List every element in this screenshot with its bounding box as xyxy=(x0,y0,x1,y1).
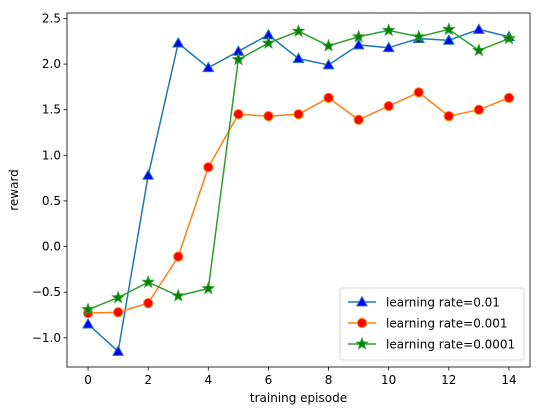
data-point xyxy=(233,109,244,120)
data-point xyxy=(112,345,125,356)
data-point xyxy=(472,23,485,34)
legend-label: learning rate=0.0001 xyxy=(386,338,515,352)
data-point xyxy=(411,29,426,43)
y-tick-label: 1.5 xyxy=(42,103,61,117)
y-axis-label: reward xyxy=(7,169,21,211)
data-point xyxy=(383,100,394,112)
y-tick-label: 0.0 xyxy=(42,240,61,254)
y-tick-label: −0.5 xyxy=(32,285,61,299)
data-point xyxy=(381,23,396,37)
data-point xyxy=(442,34,455,45)
data-point xyxy=(382,41,395,53)
y-tick-label: 2.5 xyxy=(42,11,61,25)
legend-item: learning rate=0.01 xyxy=(348,296,500,310)
legend-marker xyxy=(356,317,368,329)
legend: learning rate=0.01 learning rate=0.001 lea… xyxy=(339,287,525,361)
x-tick-label: 8 xyxy=(325,373,333,387)
data-point xyxy=(502,31,516,45)
x-tick-label: 12 xyxy=(441,373,456,387)
x-tick-label: 2 xyxy=(144,373,152,387)
plot-frame xyxy=(66,12,531,368)
x-tick-label: 0 xyxy=(84,373,92,387)
data-point xyxy=(201,281,216,295)
data-point xyxy=(81,317,95,329)
data-point xyxy=(472,43,486,57)
data-point xyxy=(351,29,366,43)
legend-label: learning rate=0.01 xyxy=(386,296,500,310)
x-tick-label: 6 xyxy=(265,373,273,387)
data-point xyxy=(173,251,184,262)
series-2 xyxy=(82,87,515,319)
y-tick-label: 0.5 xyxy=(42,194,61,208)
data-point xyxy=(81,302,95,316)
data-point xyxy=(352,38,365,50)
data-point xyxy=(292,52,305,64)
data-point xyxy=(261,35,276,49)
x-axis: 0 2 4 6 8 10 12 14 xyxy=(84,367,517,387)
legend-item: learning rate=0.0001 xyxy=(348,336,515,352)
data-point xyxy=(321,38,336,52)
y-axis: −1.0 −0.5 0.0 0.5 1.0 1.5 2.0 2.5 xyxy=(32,11,67,345)
legend-marker xyxy=(355,336,369,350)
data-point xyxy=(231,52,246,66)
data-point xyxy=(141,274,156,288)
data-point xyxy=(353,114,364,125)
y-tick-label: 2.0 xyxy=(42,57,61,71)
data-point xyxy=(473,104,484,115)
legend-box xyxy=(339,287,525,361)
data-point xyxy=(323,92,334,103)
plot-area xyxy=(81,22,516,356)
data-point xyxy=(263,110,274,122)
x-axis-label: training episode xyxy=(250,391,347,405)
data-point xyxy=(503,92,515,103)
y-tick-label: −1.0 xyxy=(32,331,61,345)
x-tick-label: 10 xyxy=(381,373,396,387)
data-point xyxy=(172,36,185,48)
data-point xyxy=(293,109,304,120)
series-3 xyxy=(81,22,516,316)
data-point xyxy=(202,61,215,73)
data-point xyxy=(441,22,456,36)
data-point xyxy=(203,162,214,173)
data-point xyxy=(113,307,124,318)
legend-label: learning rate=0.001 xyxy=(386,317,508,331)
data-point xyxy=(143,298,154,309)
data-point xyxy=(111,290,125,304)
data-point xyxy=(171,288,186,302)
x-tick-label: 4 xyxy=(204,373,212,387)
data-point xyxy=(443,110,454,122)
data-point xyxy=(413,87,424,98)
legend-marker xyxy=(355,295,369,307)
y-tick-label: 1.0 xyxy=(42,148,61,162)
data-point xyxy=(142,169,155,180)
legend-item: learning rate=0.001 xyxy=(348,317,508,331)
x-tick-label: 14 xyxy=(501,373,516,387)
series-line xyxy=(87,28,510,311)
data-point xyxy=(322,58,335,70)
data-point xyxy=(291,24,306,38)
